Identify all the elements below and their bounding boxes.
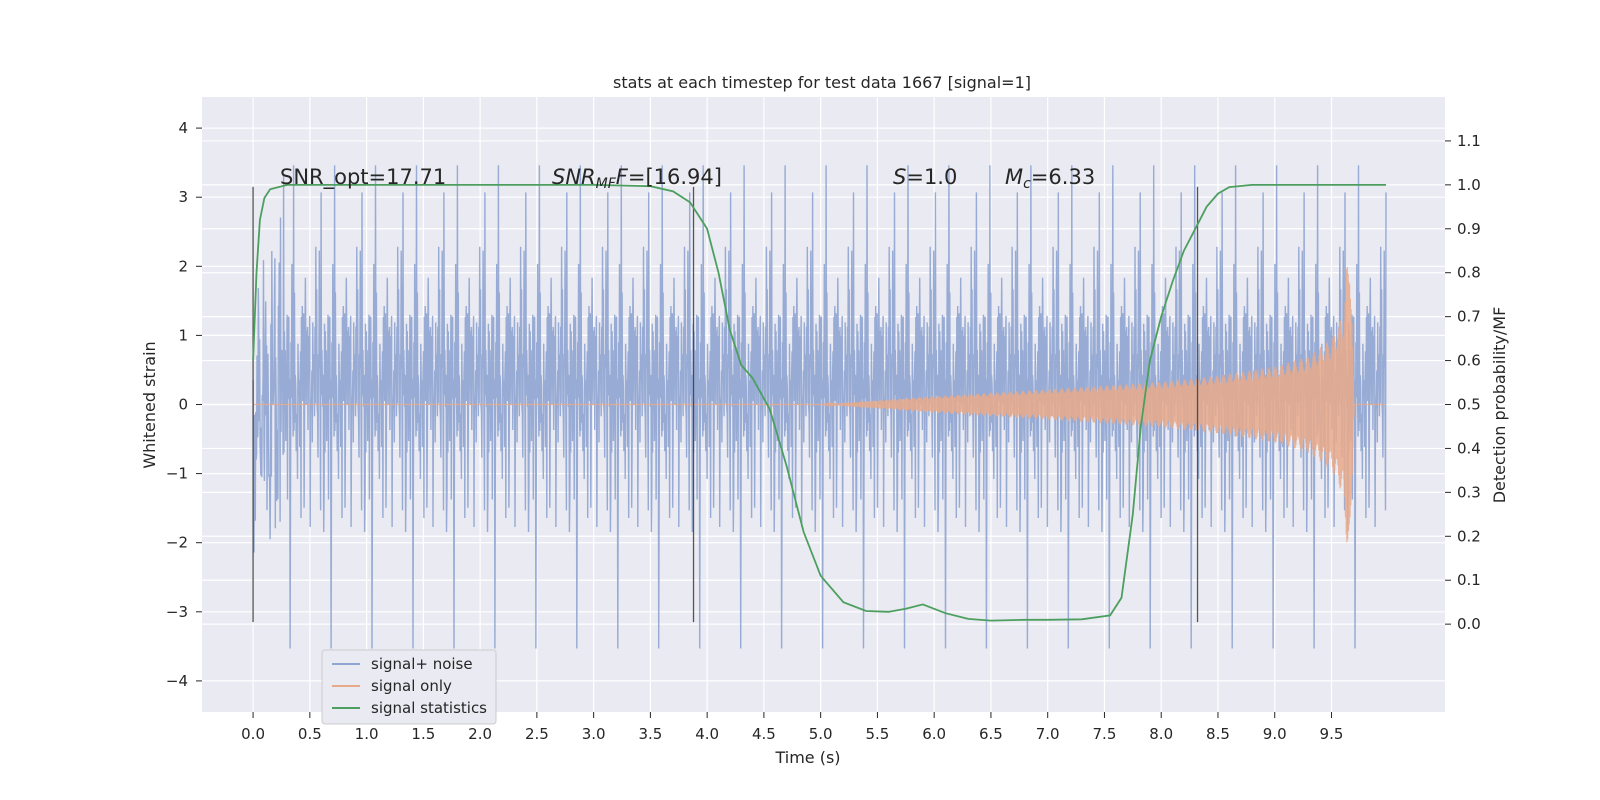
- legend-label-signal-plus-noise: signal+ noise: [371, 655, 473, 673]
- x-axis: 0.0 0.5 1.0 1.5 2.0 2.5 3.0 3.5 4.0 4.5 5.0 5.5 6.0 6…: [241, 712, 1343, 743]
- vertical-markers: [252, 186, 1199, 623]
- x-tick-label: 1.5: [411, 725, 435, 743]
- x-tick-label: 2.5: [525, 725, 549, 743]
- annotation-snr-mf-value: =[16.94]: [628, 165, 722, 189]
- y-right-tick-label: 0.3: [1457, 483, 1481, 501]
- annotation-mc-sub: c: [1023, 176, 1031, 192]
- x-tick-label: 4.0: [695, 725, 719, 743]
- annotation-s-value: =1.0: [906, 165, 957, 189]
- y-axis-right-title: Detection probability/MF: [1490, 307, 1509, 504]
- y-left-tick-label: −2: [166, 534, 188, 552]
- x-axis-title: Time (s): [774, 748, 840, 767]
- y-right-tick-label: 0.1: [1457, 571, 1481, 589]
- y-right-tick-label: 0.8: [1457, 264, 1481, 282]
- x-tick-label: 8.5: [1206, 725, 1230, 743]
- y-right-tick-label: 0.5: [1457, 396, 1481, 414]
- x-tick-label: 8.0: [1149, 725, 1173, 743]
- x-tick-label: 6.0: [922, 725, 946, 743]
- annotation-mc: Mc=6.33: [1005, 165, 1095, 192]
- x-tick-label: 3.5: [638, 725, 662, 743]
- annotation-mc-name: M: [1005, 165, 1023, 189]
- y-right-tick-label: 0.9: [1457, 220, 1481, 238]
- y-left-tick-label: −4: [166, 672, 188, 690]
- y-left-tick-label: −3: [166, 603, 188, 621]
- chart-title: stats at each timestep for test data 166…: [613, 73, 1031, 92]
- y-axis-right: 1.1 1.0 0.9 0.8 0.7 0.6 0.5 0.4 0.3 0.2 0.1 0.0: [1445, 132, 1481, 633]
- x-tick-label: 0.0: [241, 725, 265, 743]
- annotation-snr-mf: SNRMFF=[16.94]: [552, 165, 722, 192]
- y-right-tick-label: 0.6: [1457, 352, 1481, 370]
- x-tick-label: 4.5: [752, 725, 776, 743]
- plot-area: [252, 165, 1387, 649]
- y-axis-left: 4 3 2 1 0 −1 −2 −3 −4: [166, 119, 202, 690]
- y-right-tick-label: 0.7: [1457, 308, 1481, 326]
- legend-label-signal-statistics: signal statistics: [371, 699, 487, 717]
- x-tick-label: 2.0: [468, 725, 492, 743]
- annotations: SNR_opt=17.71 SNRMFF=[16.94] S=1.0 Mc=6.…: [280, 165, 1095, 192]
- annotation-snr-mf-name: SNR: [552, 165, 596, 189]
- legend-label-signal-only: signal only: [371, 677, 452, 695]
- series-line-signal-only: [253, 266, 1386, 543]
- x-tick-label: 5.5: [865, 725, 889, 743]
- x-tick-label: 0.5: [298, 725, 322, 743]
- x-tick-label: 9.5: [1320, 725, 1344, 743]
- y-left-tick-label: 1: [178, 326, 188, 344]
- y-left-tick-label: 4: [178, 119, 188, 137]
- y-left-tick-label: 3: [178, 188, 188, 206]
- annotation-mc-value: =6.33: [1031, 165, 1095, 189]
- annotation-s: S=1.0: [893, 165, 957, 189]
- y-left-tick-label: −1: [166, 465, 188, 483]
- x-tick-label: 7.0: [1036, 725, 1060, 743]
- y-right-tick-label: 0.4: [1457, 439, 1481, 457]
- x-tick-label: 9.0: [1263, 725, 1287, 743]
- x-tick-label: 3.0: [582, 725, 606, 743]
- y-axis-left-title: Whitened strain: [140, 341, 159, 468]
- y-left-tick-label: 2: [178, 257, 188, 275]
- y-left-tick-label: 0: [178, 396, 188, 414]
- series-line-signal-statistics: [252, 184, 1386, 622]
- y-right-tick-label: 1.1: [1457, 132, 1481, 150]
- x-tick-label: 7.5: [1093, 725, 1117, 743]
- annotation-s-name: S: [893, 165, 906, 189]
- y-right-tick-label: 0.0: [1457, 615, 1481, 633]
- y-right-tick-label: 1.0: [1457, 176, 1481, 194]
- legend-box: [321, 649, 497, 725]
- x-tick-label: 1.0: [355, 725, 379, 743]
- y-right-tick-label: 0.2: [1457, 527, 1481, 545]
- annotation-snr-mf-sub: MF: [596, 176, 617, 192]
- legend: signal+ noise signal only signal statist…: [321, 649, 497, 725]
- x-tick-label: 5.0: [809, 725, 833, 743]
- annotation-snr-opt: SNR_opt=17.71: [280, 165, 446, 190]
- x-tick-label: 6.5: [979, 725, 1003, 743]
